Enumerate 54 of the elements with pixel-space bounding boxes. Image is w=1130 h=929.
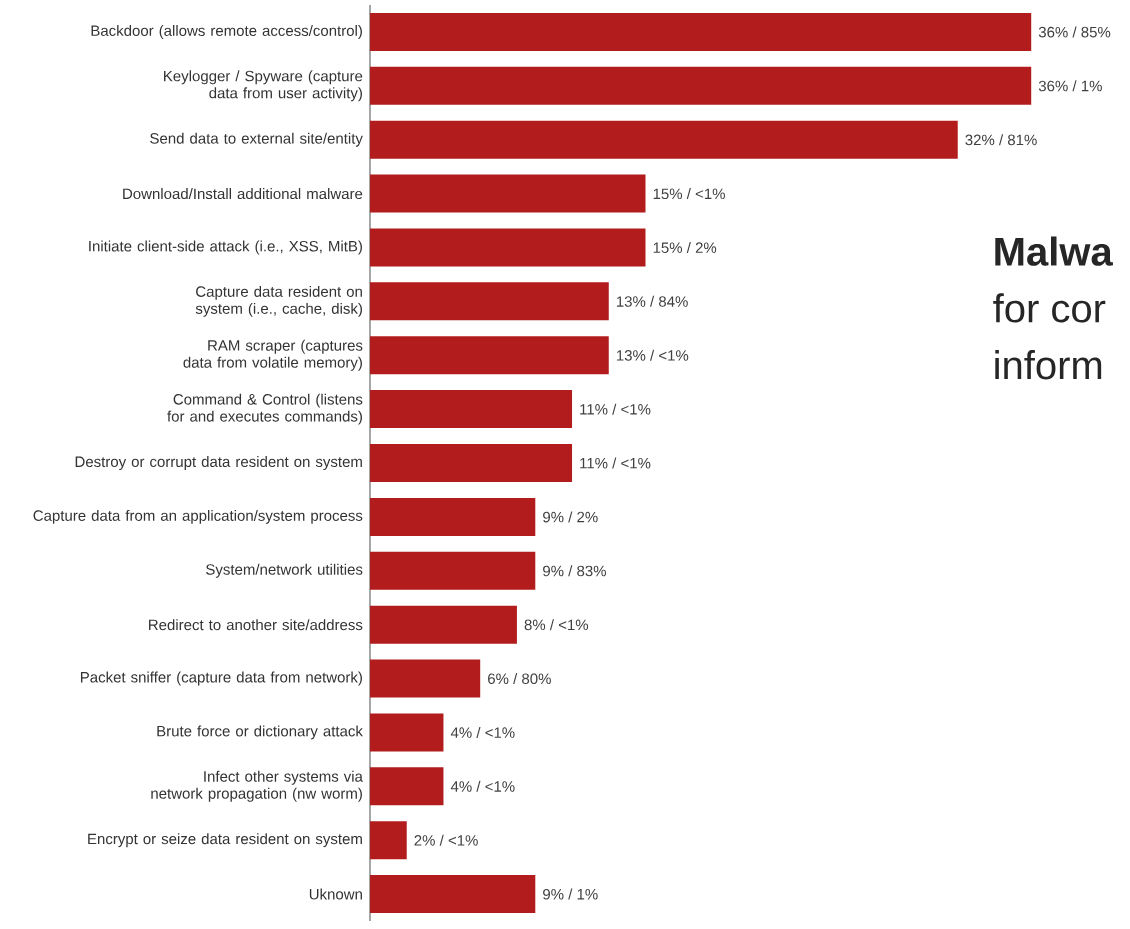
y-tick-label: Destroy or corrupt data resident on system <box>75 456 362 470</box>
data-label: 4% / <1% <box>450 726 515 738</box>
bar <box>370 228 646 267</box>
y-tick-label: Capture data from an application/system process <box>33 509 363 524</box>
bar <box>370 605 517 644</box>
data-label: 8% / <1% <box>524 619 589 631</box>
bar <box>370 444 573 482</box>
annotation: inform <box>995 350 1102 380</box>
bar <box>370 875 536 914</box>
data-label: 9% / 1% <box>543 888 598 900</box>
data-label: 9% / 2% <box>543 511 598 523</box>
bar <box>370 767 444 806</box>
bar <box>370 821 407 860</box>
bar <box>370 659 481 698</box>
y-tick-label: Packet sniffer (capture data from network) <box>80 671 362 686</box>
bar <box>370 713 444 752</box>
bar <box>370 120 958 159</box>
bar <box>370 282 609 321</box>
y-tick-label: Download/Install additional malware <box>123 188 363 200</box>
data-label: 13% / <1% <box>616 349 689 361</box>
data-label: 36% / 85% <box>1038 26 1111 38</box>
bar <box>370 336 609 375</box>
y-tick-label: Infect other systems via network propagation (nw worm) <box>151 770 363 802</box>
bar <box>370 66 1032 105</box>
bar <box>370 174 646 213</box>
y-tick-label: Encrypt or seize data resident on system <box>88 833 362 848</box>
y-tick-label: Initiate client-side attack (i.e., XSS, MitB) <box>89 240 362 255</box>
y-tick-label: System/network utilities <box>206 563 363 578</box>
bar <box>370 12 1032 51</box>
annotation: for cor <box>993 293 1106 323</box>
data-label: 4% / <1% <box>450 780 515 792</box>
data-label: 6% / 80% <box>488 673 551 685</box>
data-label: 11% / <1% <box>580 457 651 469</box>
data-label: 36% / 1% <box>1038 80 1102 92</box>
y-tick-label: Send data to external site/entity <box>150 132 363 147</box>
y-tick-label: Redirect to another site/address <box>149 619 363 631</box>
y-tick-label: Capture data resident on system (i.e., cache, disk) <box>195 285 362 317</box>
data-label: 11% / <1% <box>580 403 651 415</box>
bar <box>370 390 573 429</box>
bar <box>370 497 536 536</box>
y-tick-label: Command & Control (listens for and executes commands) <box>167 393 363 425</box>
data-label: 2% / <1% <box>414 834 478 846</box>
bar <box>370 551 536 590</box>
y-tick-label: Uknown <box>309 888 362 900</box>
data-label: 15% / <1% <box>653 188 725 200</box>
y-tick-label: RAM scraper (captures data from volatile memory) <box>183 339 363 371</box>
data-label: 13% / 84% <box>616 295 688 307</box>
y-tick-label: Backdoor (allows remote access/control) <box>91 24 362 39</box>
y-tick-label: Keylogger / Spyware (capture data from user activity) <box>164 70 363 102</box>
annotation: Malwa <box>995 236 1113 266</box>
data-label: 15% / 2% <box>653 241 717 253</box>
y-tick-label: Brute force or dictionary attack <box>157 725 363 740</box>
data-label: 9% / 83% <box>543 565 607 577</box>
data-label: 32% / 81% <box>965 134 1037 146</box>
